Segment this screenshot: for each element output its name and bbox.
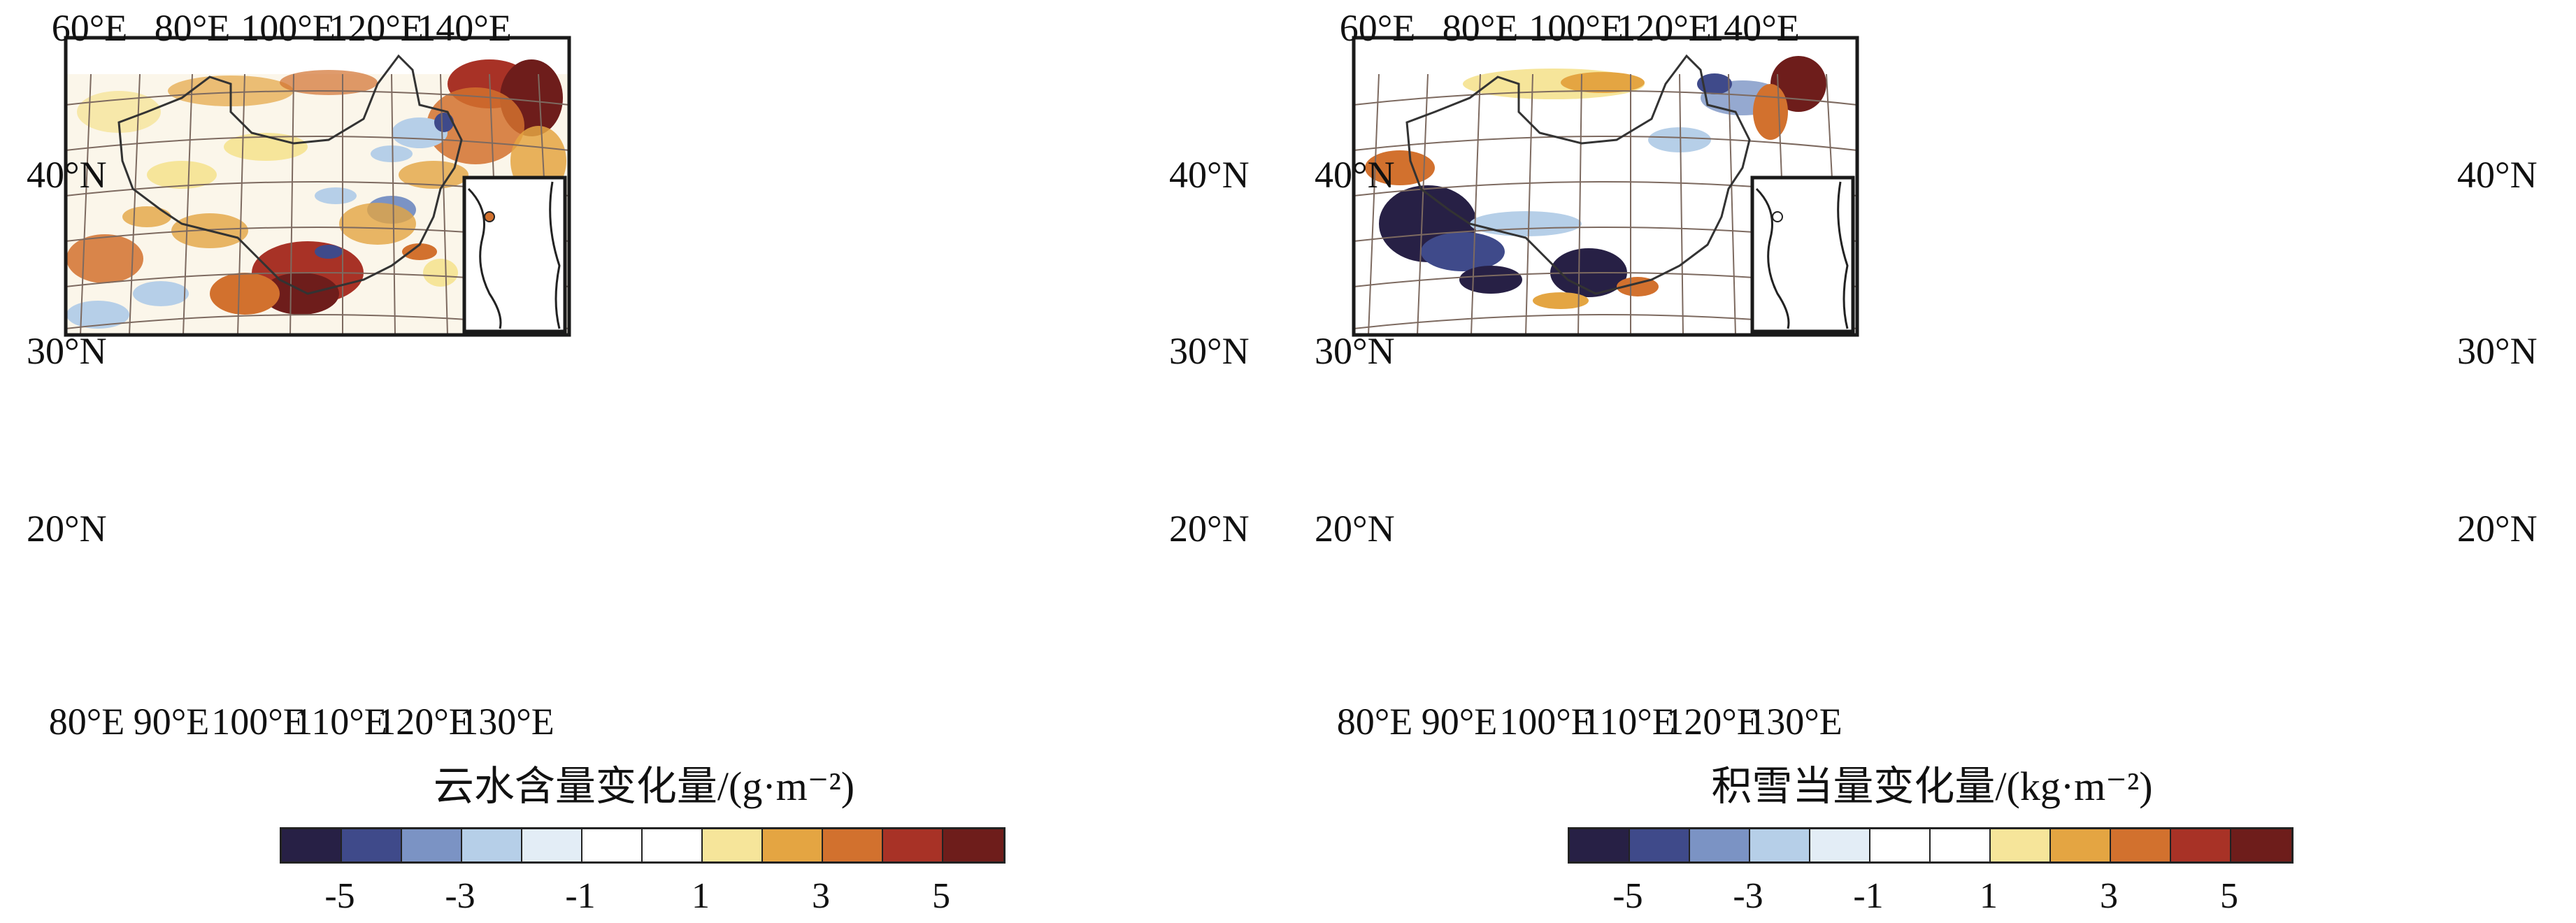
right-tick-20n: 20°N xyxy=(1169,508,1250,550)
colorbar-cell xyxy=(2111,829,2171,861)
bottom-tick-90e: 90°E xyxy=(1421,701,1498,743)
colorbar-cell xyxy=(643,829,703,861)
top-tick-80e: 80°E xyxy=(1442,7,1519,49)
top-tick-60e: 60°E xyxy=(1339,7,1416,49)
colorbar-cell xyxy=(1991,829,2051,861)
colorbar-title: 积雪当量变化量/(kg·m⁻²) xyxy=(1711,764,2153,809)
colorbar-cell xyxy=(1570,829,1630,861)
bottom-tick-130e: 130°E xyxy=(459,701,554,743)
colorbar-cell xyxy=(342,829,402,861)
colorbar-label: -3 xyxy=(445,876,475,916)
right-tick-40n: 40°N xyxy=(1169,154,1250,196)
snow-water-panel: 60°E 80°E 100°E 120°E 140°E 80°E 90°E 10… xyxy=(1288,0,2576,923)
bottom-tick-120e: 120°E xyxy=(1665,701,1760,743)
bottom-tick-80e: 80°E xyxy=(48,701,125,743)
south-china-sea-inset xyxy=(1750,176,1855,334)
left-tick-40n: 40°N xyxy=(27,154,107,196)
colorbar-cell xyxy=(282,829,342,861)
bottom-tick-100e: 100°E xyxy=(1499,701,1594,743)
snow-water-map xyxy=(1352,36,1859,337)
colorbar-label: -1 xyxy=(565,876,596,916)
colorbar-label: 5 xyxy=(932,876,950,916)
bottom-tick-100e: 100°E xyxy=(211,701,306,743)
south-china-sea-inset xyxy=(462,176,567,334)
top-tick-100e: 100°E xyxy=(241,7,336,49)
colorbar-cell xyxy=(823,829,883,861)
colorbar-title: 云水含量变化量/(g·m⁻²) xyxy=(433,764,855,809)
colorbar-label: 1 xyxy=(692,876,710,916)
colorbar-label: 3 xyxy=(812,876,830,916)
left-tick-40n: 40°N xyxy=(1315,154,1395,196)
top-tick-60e: 60°E xyxy=(51,7,128,49)
left-tick-20n: 20°N xyxy=(1315,508,1395,550)
right-tick-30n: 30°N xyxy=(1169,330,1250,372)
colorbar-label: -1 xyxy=(1853,876,1884,916)
top-tick-140e: 140°E xyxy=(1705,7,1800,49)
bottom-tick-120e: 120°E xyxy=(377,701,472,743)
right-tick-30n: 30°N xyxy=(2457,330,2538,372)
colorbar-cell xyxy=(402,829,462,861)
bottom-tick-80e: 80°E xyxy=(1336,701,1413,743)
right-tick-40n: 40°N xyxy=(2457,154,2538,196)
colorbar-cell xyxy=(943,829,1003,861)
colorbar xyxy=(280,827,1006,864)
left-tick-30n: 30°N xyxy=(1315,330,1395,372)
right-tick-20n: 20°N xyxy=(2457,508,2538,550)
colorbar xyxy=(1568,827,2294,864)
colorbar-cell xyxy=(1870,829,1931,861)
top-tick-140e: 140°E xyxy=(417,7,512,49)
colorbar-cell xyxy=(522,829,582,861)
colorbar-cell xyxy=(2231,829,2291,861)
colorbar-cell xyxy=(1750,829,1810,861)
cloud-water-map xyxy=(64,36,571,337)
top-tick-80e: 80°E xyxy=(154,7,231,49)
bottom-tick-110e: 110°E xyxy=(294,701,387,743)
colorbar-cell xyxy=(2171,829,2231,861)
colorbar-cell xyxy=(1630,829,1690,861)
bottom-tick-130e: 130°E xyxy=(1747,701,1842,743)
colorbar-cell xyxy=(763,829,823,861)
colorbar-label: -3 xyxy=(1733,876,1763,916)
colorbar-cell xyxy=(883,829,943,861)
colorbar-cell xyxy=(462,829,522,861)
left-tick-20n: 20°N xyxy=(27,508,107,550)
colorbar-label: -5 xyxy=(324,876,355,916)
colorbar-label: -5 xyxy=(1612,876,1643,916)
colorbar-cell xyxy=(1810,829,1870,861)
country-border xyxy=(1405,54,1751,295)
colorbar-cell xyxy=(2051,829,2111,861)
colorbar-cell xyxy=(1931,829,1991,861)
country-border xyxy=(117,54,463,295)
left-tick-30n: 30°N xyxy=(27,330,107,372)
colorbar-label: 5 xyxy=(2220,876,2238,916)
colorbar-cell xyxy=(1690,829,1750,861)
snow-water-field xyxy=(1365,56,1826,309)
colorbar-label: 1 xyxy=(1980,876,1998,916)
colorbar-label: 3 xyxy=(2100,876,2118,916)
bottom-tick-90e: 90°E xyxy=(133,701,210,743)
cloud-water-panel: 60°E 80°E 100°E 120°E 140°E 80°E 90°E 10… xyxy=(27,7,1250,916)
top-tick-100e: 100°E xyxy=(1529,7,1624,49)
top-tick-120e: 120°E xyxy=(329,7,424,49)
bottom-tick-110e: 110°E xyxy=(1582,701,1675,743)
map-frame xyxy=(1352,36,1859,337)
cloud-water-field xyxy=(66,59,566,329)
colorbar-cell xyxy=(703,829,763,861)
colorbar-cell xyxy=(582,829,643,861)
top-tick-120e: 120°E xyxy=(1617,7,1712,49)
